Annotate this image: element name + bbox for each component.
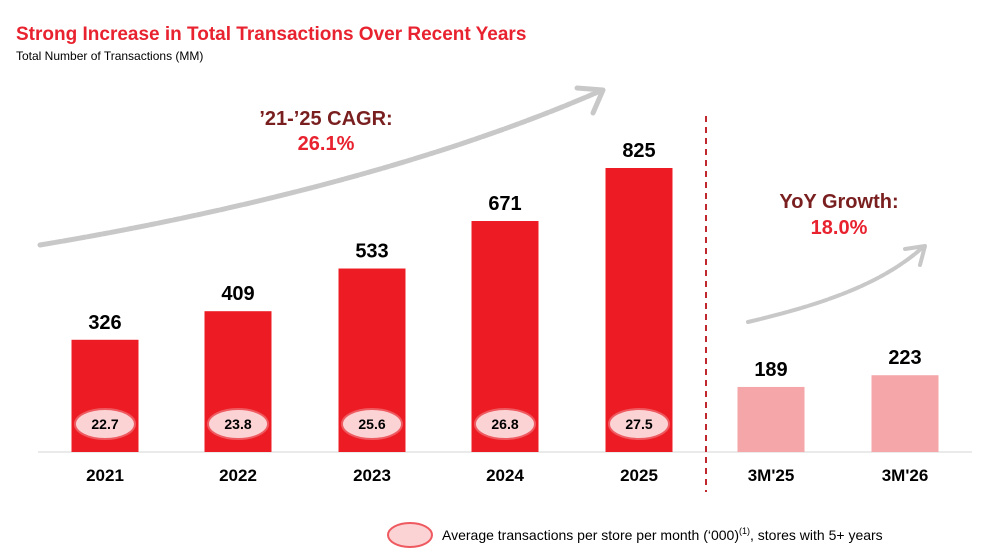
yoy-value: 18.0% xyxy=(811,217,868,239)
avg-transactions-label: 26.8 xyxy=(491,416,518,432)
avg-transactions-label: 27.5 xyxy=(625,416,652,432)
avg-ellipse xyxy=(474,408,536,440)
bar-3M'25 xyxy=(737,386,805,452)
avg-ellipse xyxy=(207,408,269,440)
cagr-value: 26.1% xyxy=(298,133,355,155)
cagr-heading: ’21-’25 CAGR: xyxy=(259,108,392,130)
yoy-heading: YoY Growth: xyxy=(779,191,898,213)
chart-title: Strong Increase in Total Transactions Ov… xyxy=(16,24,527,45)
avg-transactions-label: 22.7 xyxy=(91,416,118,432)
legend-swatch xyxy=(387,522,433,548)
category-label: 3M'25 xyxy=(748,466,795,485)
cagr-arrowhead xyxy=(574,85,606,116)
bar-value-label: 326 xyxy=(88,312,121,334)
bar-value-label: 671 xyxy=(488,193,521,215)
bar-value-label: 189 xyxy=(754,359,787,381)
avg-ellipse xyxy=(608,408,670,440)
cagr-trend-arrow xyxy=(37,89,601,248)
legend-footnote-mark: (1) xyxy=(739,526,750,536)
category-label: 2025 xyxy=(620,466,658,485)
bar-value-label: 409 xyxy=(221,283,254,305)
bar-3M'26 xyxy=(871,375,939,452)
bar-value-label: 223 xyxy=(888,347,921,369)
bar-2025 xyxy=(605,168,673,452)
bar-value-label: 825 xyxy=(622,140,655,162)
category-label: 2024 xyxy=(486,466,524,485)
chart-subtitle: Total Number of Transactions (MM) xyxy=(16,49,204,63)
avg-transactions-label: 23.8 xyxy=(224,416,251,432)
bar-value-label: 533 xyxy=(355,241,388,263)
legend-suffix: , stores with 5+ years xyxy=(750,527,883,543)
yoy-trend-arrow xyxy=(746,246,924,324)
avg-ellipse xyxy=(341,408,403,440)
avg-ellipse xyxy=(74,408,136,440)
category-label: 2023 xyxy=(353,466,391,485)
legend-text: Average transactions per store per month… xyxy=(442,527,739,543)
category-label: 2022 xyxy=(219,466,257,485)
legend-label: Average transactions per store per month… xyxy=(442,526,883,543)
category-label: 2021 xyxy=(86,466,124,485)
yoy-arrowhead xyxy=(903,244,927,267)
category-label: 3M'26 xyxy=(882,466,929,485)
avg-transactions-label: 25.6 xyxy=(358,416,385,432)
